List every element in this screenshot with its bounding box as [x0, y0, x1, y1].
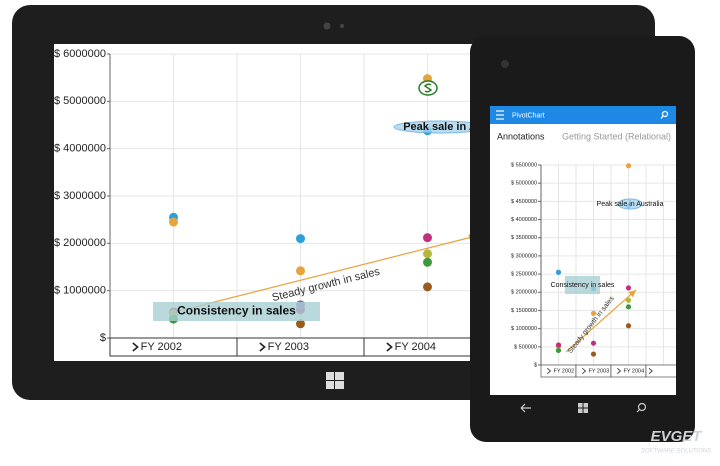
annotation-ellipse [617, 198, 643, 210]
expand-chevron [259, 342, 266, 352]
x-tick-label: FY 2003 [268, 341, 309, 353]
y-tick-label: $ 5000000 [54, 95, 106, 107]
data-point [296, 266, 305, 276]
annotation-text: Peak sale in A [403, 121, 477, 133]
data-point [625, 297, 632, 303]
back-button[interactable] [520, 403, 531, 413]
watermark-tagline: SOFTWARE SOLUTIONS [641, 449, 711, 455]
expand-chevron [132, 342, 139, 352]
y-tick-label: $ 4000000 [511, 217, 537, 223]
tablet-windows-button[interactable] [326, 372, 344, 389]
y-tick-label: $ [100, 332, 106, 344]
x-axis-cell [645, 364, 676, 378]
app-bar [490, 106, 676, 124]
data-point [423, 249, 432, 259]
y-tick-label: $ 1000000 [54, 285, 106, 297]
y-tick-label: $ 1000000 [511, 326, 537, 332]
data-point [590, 310, 597, 316]
annotation-text: Consistency in sales [551, 282, 615, 289]
data-point [296, 234, 305, 244]
y-tick-label: $ 6000000 [54, 48, 106, 60]
data-point [625, 304, 632, 310]
phone-screen [490, 106, 676, 395]
phone-camera [501, 60, 509, 68]
data-point [625, 285, 632, 291]
data-point [423, 282, 432, 292]
y-tick-label: $ 4500000 [511, 199, 537, 205]
y-tick-label: $ 5500000 [511, 162, 537, 168]
data-point [625, 323, 632, 329]
annotation-arrow [174, 234, 477, 313]
tab[interactable]: Getting Started (Relational) [562, 131, 671, 141]
data-point [555, 342, 562, 348]
tablet-camera [323, 22, 331, 30]
y-tick-label: $ 3500000 [511, 235, 537, 241]
x-tick-label: FY 2003 [588, 368, 609, 374]
phone-nav-bar [520, 402, 647, 413]
annotation-text: Peak sale in Australia [597, 201, 664, 208]
x-tick-label: FY 2002 [553, 368, 574, 374]
annotation-box [565, 276, 600, 294]
tablet-chart: $ $ 1000000 $ 2000000 $ 3000000 $ 4000000 $ 5… [54, 48, 492, 357]
annotation-icon [423, 83, 433, 93]
menu-button[interactable] [496, 110, 504, 120]
data-point [590, 340, 597, 346]
expand-chevron [617, 368, 622, 374]
tab[interactable]: Annotations [497, 131, 545, 141]
watermark-brand: EVGET [651, 428, 704, 445]
y-tick-label: $ 3000000 [511, 253, 537, 259]
annotation-box [153, 302, 320, 321]
y-tick-label: $ 2000000 [511, 290, 537, 296]
data-point [296, 319, 305, 329]
data-point [625, 163, 632, 169]
annotation-text: Consistency in sales [177, 304, 296, 318]
x-tick-label: FY 2004 [395, 341, 436, 353]
x-tick-label: FY 2002 [141, 341, 182, 353]
data-point [555, 347, 562, 354]
data-point [423, 233, 432, 243]
y-tick-label: $ 1500000 [511, 308, 537, 314]
tablet-sensor [340, 24, 344, 28]
y-tick-label: $ 5000000 [511, 181, 537, 187]
search-button[interactable] [660, 110, 669, 119]
data-point [169, 217, 178, 227]
home-button[interactable] [578, 403, 588, 413]
data-point [555, 269, 562, 275]
data-point [590, 351, 597, 357]
y-tick-label: $ 3000000 [54, 190, 106, 202]
expand-chevron [582, 368, 587, 374]
expand-chevron [547, 368, 552, 374]
y-tick-label: $ 4000000 [54, 143, 106, 155]
y-tick-label: $ 500000 [514, 344, 537, 350]
y-tick-label: $ 2500000 [511, 272, 537, 278]
y-tick-label: $ [534, 362, 537, 368]
app-title: PivotChart [512, 112, 545, 119]
y-tick-label: $ 2000000 [54, 237, 106, 249]
annotation-arrow [565, 289, 637, 353]
expand-chevron [386, 342, 393, 352]
search-nav-button[interactable] [636, 402, 647, 413]
expand-chevron [648, 368, 653, 374]
data-point [423, 257, 432, 267]
x-tick-label: FY 2004 [623, 368, 644, 374]
